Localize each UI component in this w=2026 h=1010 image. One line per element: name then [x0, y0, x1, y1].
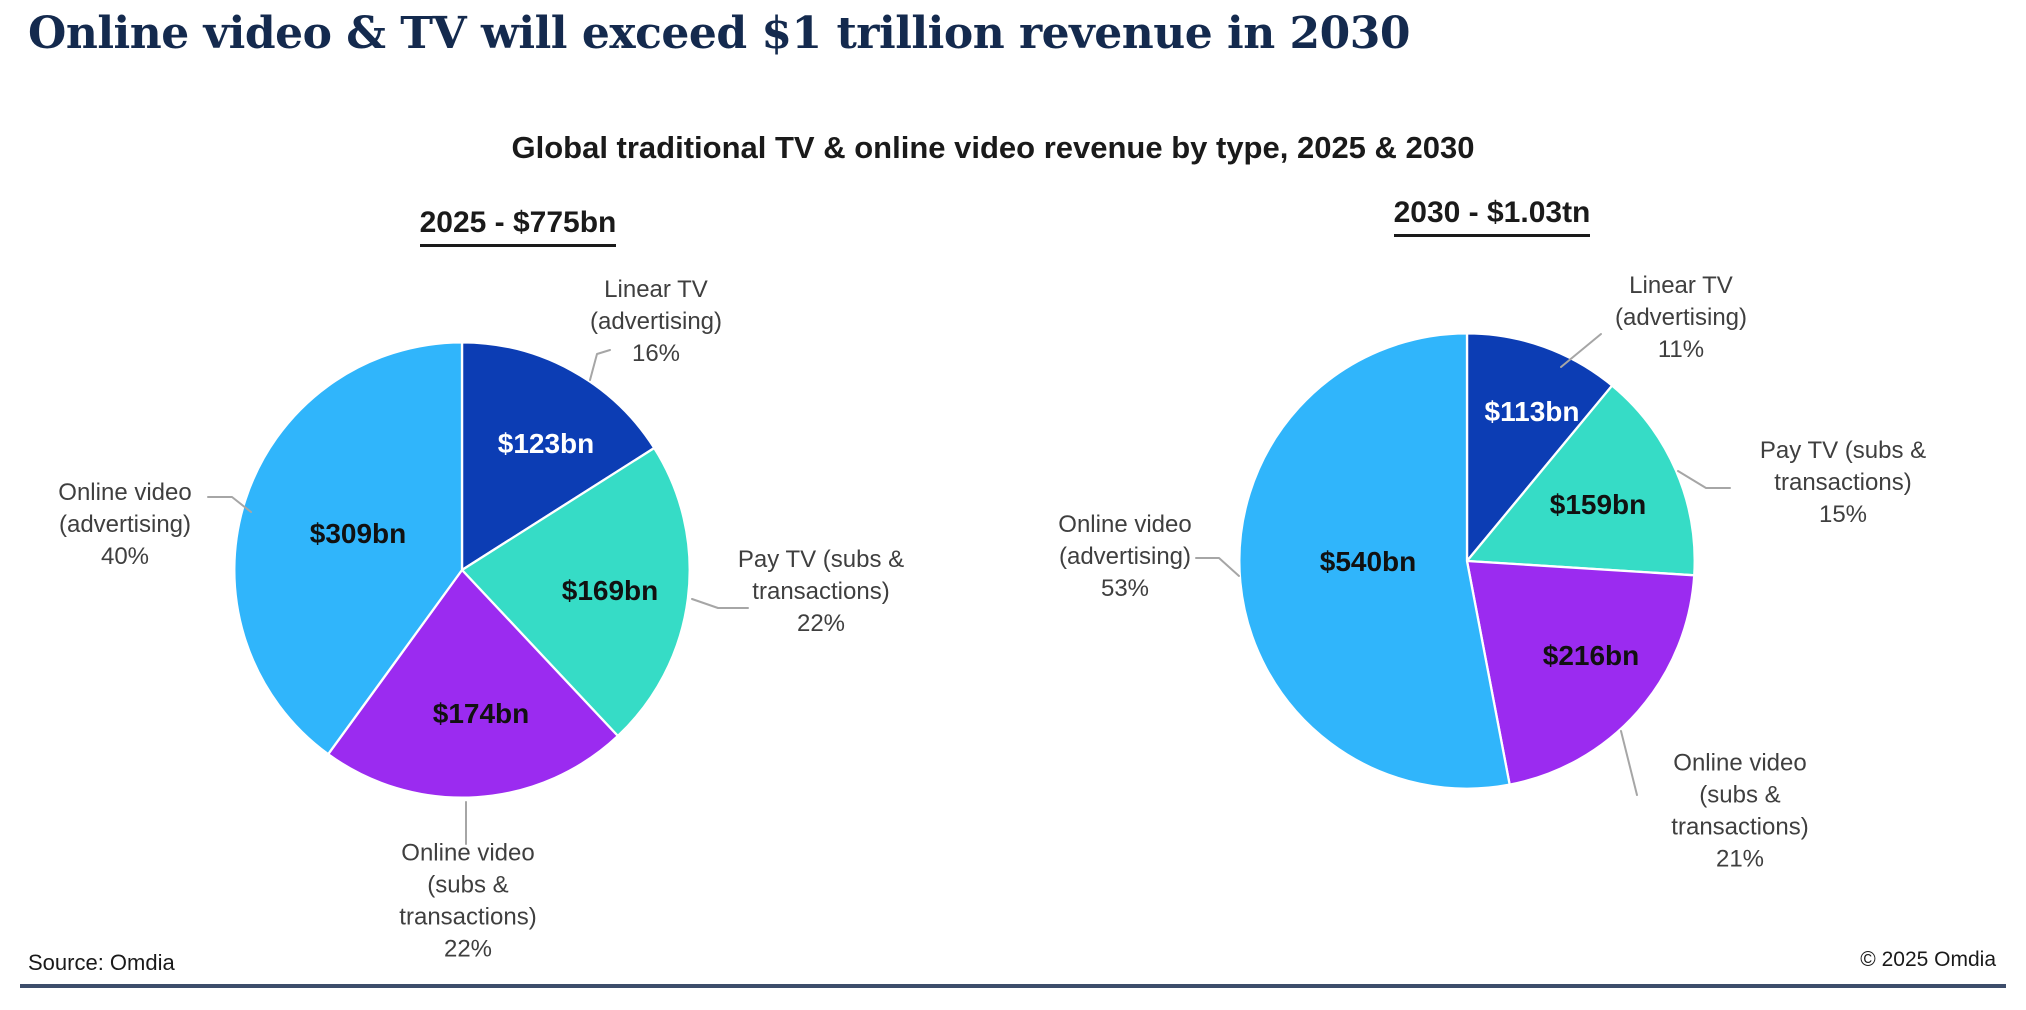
- chart-2025-heading: 2025 - $775bn: [327, 206, 709, 247]
- pie-slice-online-video-subs-transactions-: [1465, 559, 1696, 786]
- pie-slice-online-video-subs-transactions-: [327, 568, 620, 799]
- slice-callout-pay-tv: Pay TV (subs & transactions) 15%: [1759, 436, 1927, 529]
- pie-slice-linear-tv-advertising-: [1465, 332, 1614, 563]
- slice-value-label: $159bn: [1549, 489, 1647, 520]
- slice-callout-online-video-ads: Online video (advertising) 40%: [58, 478, 192, 571]
- pie-2030: [1238, 332, 1696, 790]
- slice-value-label: $216bn: [1542, 640, 1640, 671]
- pie-slice-online-video-advertising-: [1238, 332, 1511, 790]
- leader-line: [1195, 557, 1240, 577]
- slice-value-label: $540bn: [1319, 546, 1417, 577]
- slice-callout-linear-tv: Linear TV (advertising) 16%: [589, 275, 723, 368]
- slice-callout-pay-tv: Pay TV (subs & transactions) 22%: [737, 545, 905, 638]
- slice-callout-online-video-subs: Online video (subs & transactions) 22%: [399, 839, 537, 964]
- slice-callout-linear-tv: Linear TV (advertising) 11%: [1614, 271, 1748, 364]
- slice-value-label: $169bn: [561, 575, 659, 606]
- slice-value-label: $174bn: [432, 698, 530, 729]
- pie-slice-pay-tv-subs-transactions-: [1465, 384, 1696, 577]
- footer-rule: [20, 984, 2006, 988]
- pie-2025: [233, 341, 691, 799]
- slice-value-label: $113bn: [1484, 396, 1580, 427]
- page-title: Online video & TV will exceed $1 trillio…: [28, 8, 1411, 59]
- pie-slice-linear-tv-advertising-: [460, 341, 656, 572]
- pie-slice-pay-tv-subs-transactions-: [460, 446, 691, 738]
- slice-callout-online-video-ads: Online video (advertising) 53%: [1058, 510, 1192, 603]
- chart-subtitle: Global traditional TV & online video rev…: [511, 130, 1475, 165]
- slice-value-label: $309bn: [309, 518, 407, 549]
- slice-value-label: $123bn: [497, 428, 595, 459]
- slice-callout-online-video-subs: Online video (subs & transactions) 21%: [1671, 749, 1809, 874]
- chart-2030-heading: 2030 - $1.03tn: [1299, 196, 1685, 237]
- source-note: Source: Omdia: [28, 950, 175, 975]
- copyright-note: © 2025 Omdia: [1860, 948, 1996, 971]
